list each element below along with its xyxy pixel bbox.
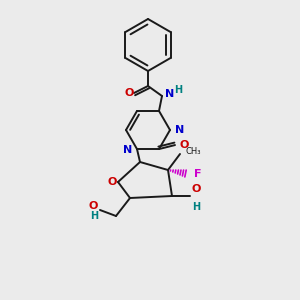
Text: CH₃: CH₃ [185, 148, 200, 157]
Text: H: H [192, 202, 200, 212]
Text: N: N [165, 89, 174, 99]
Text: H: H [90, 211, 98, 221]
Text: O: O [180, 140, 189, 150]
Text: N: N [175, 125, 184, 135]
Text: O: O [124, 88, 134, 98]
Text: N: N [123, 145, 132, 155]
Text: O: O [107, 177, 117, 187]
Text: O: O [88, 201, 98, 211]
Text: F: F [194, 169, 202, 179]
Text: H: H [174, 85, 182, 95]
Text: O: O [192, 184, 201, 194]
